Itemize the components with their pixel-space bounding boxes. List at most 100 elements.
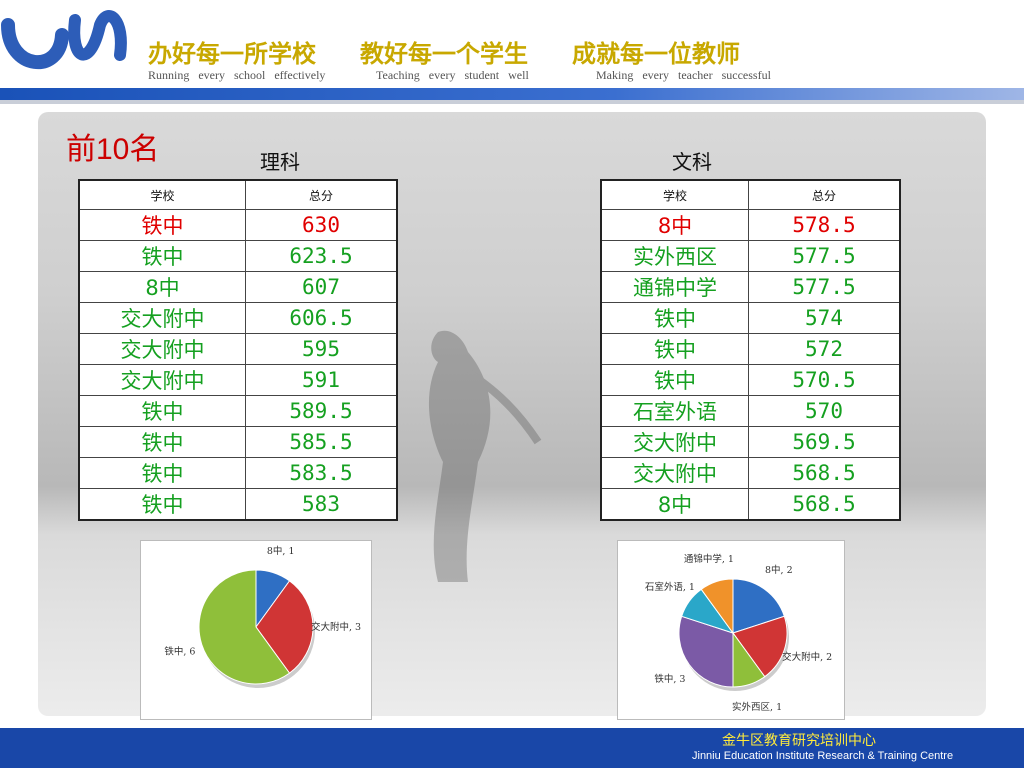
score-cell: 583 (245, 488, 398, 521)
pie-slice (700, 578, 734, 635)
table-row: 铁中 583.5 (78, 457, 398, 489)
score-cell: 578.5 (748, 209, 901, 241)
school-cell: 铁中 (600, 364, 749, 396)
header-divider (0, 88, 1024, 100)
science-pie-chart: 8中, 1 交大附中, 3 铁中, 6 (140, 540, 372, 720)
score-cell: 574 (748, 302, 901, 334)
score-cell: 595 (245, 333, 398, 365)
header-divider-shadow (0, 100, 1024, 104)
table-row: 铁中 583 (78, 488, 398, 521)
score-cell: 568.5 (748, 457, 901, 489)
pie-data-label: 通锦中学, 1 (684, 553, 734, 565)
school-cell: 铁中 (78, 457, 246, 489)
background-figure-image (428, 330, 542, 582)
school-cell: 交大附中 (600, 457, 749, 489)
score-cell: 589.5 (245, 395, 398, 427)
column-header-school: 学校 (600, 179, 749, 210)
table-row: 交大附中 568.5 (600, 457, 901, 489)
school-cell: 铁中 (600, 333, 749, 365)
pie-data-label: 石室外语, 1 (645, 581, 695, 593)
table-row: 8中 568.5 (600, 488, 901, 521)
footer-org-en: Jinniu Education Institute Research & Tr… (692, 750, 954, 762)
pie-data-label: 8中, 2 (765, 564, 793, 576)
slogan-3: 成就每一位教师 (572, 40, 740, 68)
column-header-school: 学校 (78, 179, 246, 210)
score-cell: 623.5 (245, 240, 398, 272)
pie-data-label: 铁中, 6 (164, 646, 195, 658)
table-row: 铁中 623.5 (78, 240, 398, 272)
school-cell: 铁中 (78, 426, 246, 458)
school-cell: 石室外语 (600, 395, 749, 427)
score-cell: 570.5 (748, 364, 901, 396)
table-row: 交大附中 606.5 (78, 302, 398, 334)
score-cell: 577.5 (748, 271, 901, 303)
table-row: 铁中 570.5 (600, 364, 901, 396)
footer-bar (0, 728, 1024, 768)
score-cell: 591 (245, 364, 398, 396)
table-row: 8中 607 (78, 271, 398, 303)
pie-data-label: 铁中, 3 (654, 673, 685, 685)
table-row: 铁中 630 (78, 209, 398, 241)
arts-score-table: 学校 总分 8中 578.5 实外西区 577.5 通锦中学 577.5 铁中 574 … (600, 179, 901, 521)
school-cell: 铁中 (78, 488, 246, 521)
score-cell: 585.5 (245, 426, 398, 458)
score-cell: 630 (245, 209, 398, 241)
top10-label: 前10名 (66, 133, 160, 166)
score-cell: 568.5 (748, 488, 901, 521)
school-cell: 通锦中学 (600, 271, 749, 303)
logo-icon (1, 10, 127, 69)
slogan-en-2: Teaching every student well (376, 68, 529, 82)
pie-data-label: 8中, 1 (267, 545, 295, 557)
table-header-row: 学校 总分 (78, 179, 398, 210)
score-cell: 583.5 (245, 457, 398, 489)
science-title: 理科 (260, 150, 300, 174)
pie-data-label: 交大附中, 3 (311, 621, 361, 633)
school-cell: 8中 (600, 209, 749, 241)
school-cell: 铁中 (78, 395, 246, 427)
arts-pie-chart: 8中, 2 交大附中, 2 实外西区, 1 铁中, 3 石室外语, 1 通锦中学, 1 (617, 540, 845, 720)
slogan-title: 办好每一所学校 教好每一个学生 成就每一位教师 (148, 40, 848, 68)
school-cell: 铁中 (600, 302, 749, 334)
slogan-en-1: Running every school effectively (148, 68, 326, 82)
table-header-row: 学校 总分 (600, 179, 901, 210)
table-row: 8中 578.5 (600, 209, 901, 241)
table-row: 铁中 585.5 (78, 426, 398, 458)
pie-slice (678, 615, 734, 688)
score-cell: 607 (245, 271, 398, 303)
school-cell: 交大附中 (600, 426, 749, 458)
table-row: 铁中 574 (600, 302, 901, 334)
table-row: 通锦中学 577.5 (600, 271, 901, 303)
school-cell: 交大附中 (78, 302, 246, 334)
science-score-table: 学校 总分 铁中 630 铁中 623.5 8中 607 交大附中 606.5 交大附中… (78, 179, 398, 521)
footer-org-cn: 金牛区教育研究培训中心 (722, 733, 876, 749)
school-cell: 实外西区 (600, 240, 749, 272)
slogan-en-3: Making every teacher successful (596, 68, 771, 82)
score-cell: 606.5 (245, 302, 398, 334)
school-cell: 铁中 (78, 209, 246, 241)
pie-slice (198, 569, 291, 685)
column-header-score: 总分 (245, 179, 398, 210)
table-row: 石室外语 570 (600, 395, 901, 427)
pie-slice (732, 578, 785, 634)
science-pie-svg: 8中, 1 交大附中, 3 铁中, 6 (164, 545, 361, 688)
pie-data-label: 实外西区, 1 (732, 701, 782, 713)
arts-title: 文科 (672, 150, 712, 174)
school-cell: 交大附中 (78, 364, 246, 396)
column-header-score: 总分 (748, 179, 901, 210)
table-row: 铁中 589.5 (78, 395, 398, 427)
score-cell: 570 (748, 395, 901, 427)
table-row: 铁中 572 (600, 333, 901, 365)
slogan-1: 办好每一所学校 (148, 40, 316, 68)
pie-slice (732, 615, 788, 678)
pie-slice (255, 580, 314, 674)
pie-data-label: 交大附中, 2 (782, 651, 832, 663)
arts-pie-svg: 8中, 2 交大附中, 2 实外西区, 1 铁中, 3 石室外语, 1 通锦中学, 1 (645, 553, 832, 713)
school-cell: 8中 (78, 271, 246, 303)
score-cell: 569.5 (748, 426, 901, 458)
score-cell: 577.5 (748, 240, 901, 272)
table-row: 交大附中 591 (78, 364, 398, 396)
school-cell: 铁中 (78, 240, 246, 272)
slogan-2: 教好每一个学生 (360, 40, 528, 68)
table-row: 实外西区 577.5 (600, 240, 901, 272)
table-row: 交大附中 569.5 (600, 426, 901, 458)
